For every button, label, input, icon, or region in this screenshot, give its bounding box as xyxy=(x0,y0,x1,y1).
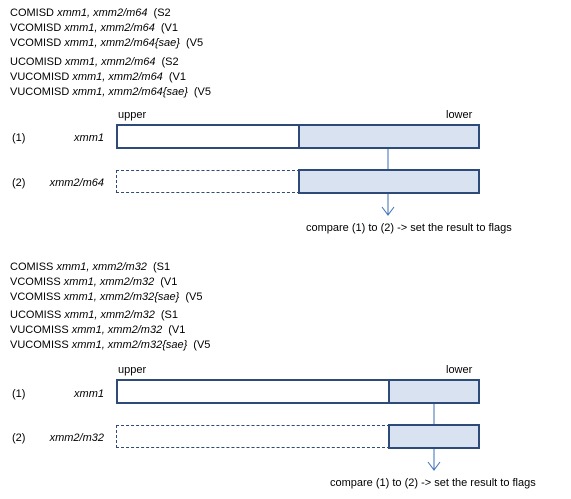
compare-caption: compare (1) to (2) -> set the result to … xyxy=(306,222,512,234)
operands: xmm1, xmm2/m32{sae} xyxy=(71,339,188,351)
row-index: (1) xyxy=(12,388,26,400)
register-lowest-element xyxy=(388,424,480,449)
mnemonic: VCOMISD xyxy=(10,37,62,49)
encoding-note: (V5 xyxy=(193,339,211,351)
encoding-note: (S2 xyxy=(153,7,171,19)
mnemonic: COMISS xyxy=(10,261,54,273)
compare-arrow xyxy=(427,404,441,471)
instruction-line: VUCOMISS xmm1, xmm2/m32 (V1 xyxy=(10,323,210,338)
encoding-note: (V1 xyxy=(168,71,186,83)
encoding-note: (V1 xyxy=(168,324,186,336)
instruction-list-single-a: COMISS xmm1, xmm2/m32 (S1 VCOMISS xmm1, x… xyxy=(10,260,202,305)
register-lower-half xyxy=(298,169,480,194)
instruction-list-single-b: UCOMISS xmm1, xmm2/m32 (S1 VUCOMISS xmm1,… xyxy=(10,308,210,353)
register-upper-part xyxy=(116,379,390,404)
operands: xmm1, xmm2/m32 xyxy=(64,309,155,321)
instruction-line: UCOMISD xmm1, xmm2/m64 (S2 xyxy=(10,55,211,70)
mnemonic: VCOMISD xyxy=(10,22,62,34)
mnemonic: VCOMISS xyxy=(10,291,61,303)
instruction-line: COMISS xmm1, xmm2/m32 (S1 xyxy=(10,260,202,275)
operands: xmm1, xmm2/m64{sae} xyxy=(64,37,180,49)
mnemonic: COMISD xyxy=(10,7,54,19)
mnemonic: UCOMISD xyxy=(10,56,62,68)
mnemonic: VUCOMISS xyxy=(10,339,69,351)
row-index: (1) xyxy=(12,132,26,144)
instruction-line: VUCOMISS xmm1, xmm2/m32{sae} (V5 xyxy=(10,338,210,353)
encoding-note: (V5 xyxy=(193,86,212,98)
instruction-line: VCOMISD xmm1, xmm2/m64{sae} (V5 xyxy=(10,36,203,51)
operands: xmm1, xmm2/m32{sae} xyxy=(63,291,180,303)
register-name: xmm2/m32 xyxy=(49,432,104,444)
row-index: (2) xyxy=(12,177,26,189)
instruction-line: UCOMISS xmm1, xmm2/m32 (S1 xyxy=(10,308,210,323)
instruction-list-double-a: COMISD xmm1, xmm2/m64 (S2 VCOMISD xmm1, x… xyxy=(10,6,203,51)
unused-upper-half xyxy=(116,170,300,193)
register-lowest-element xyxy=(388,379,480,404)
instruction-line: VCOMISD xmm1, xmm2/m64 (V1 xyxy=(10,21,203,36)
register-name: xmm2/m64 xyxy=(49,177,104,189)
register-name: xmm1 xyxy=(74,388,104,400)
register-name: xmm1 xyxy=(74,132,104,144)
upper-label: upper xyxy=(118,109,147,121)
mnemonic: VUCOMISD xyxy=(10,71,70,83)
instruction-line: VUCOMISD xmm1, xmm2/m64 (V1 xyxy=(10,70,211,85)
operands: xmm1, xmm2/m32 xyxy=(63,276,155,288)
operands: xmm1, xmm2/m64 xyxy=(65,56,156,68)
instruction-line: COMISD xmm1, xmm2/m64 (S2 xyxy=(10,6,203,21)
mnemonic: VUCOMISD xyxy=(10,86,70,98)
instruction-line: VCOMISS xmm1, xmm2/m32{sae} (V5 xyxy=(10,290,202,305)
operands: xmm1, xmm2/m32 xyxy=(56,261,147,273)
encoding-note: (V5 xyxy=(185,291,203,303)
unused-upper-part xyxy=(116,425,390,448)
mnemonic: VCOMISS xyxy=(10,276,61,288)
mnemonic: UCOMISS xyxy=(10,309,62,321)
mnemonic: VUCOMISS xyxy=(10,324,69,336)
operands: xmm1, xmm2/m32 xyxy=(71,324,163,336)
encoding-note: (V5 xyxy=(185,37,204,49)
row-index: (2) xyxy=(12,432,26,444)
compare-caption: compare (1) to (2) -> set the result to … xyxy=(330,477,536,489)
encoding-note: (S1 xyxy=(152,261,171,273)
compare-arrow xyxy=(381,149,395,216)
encoding-note: (S2 xyxy=(161,56,179,68)
lower-label: lower xyxy=(446,109,473,121)
upper-label: upper xyxy=(118,364,147,376)
encoding-note: (S1 xyxy=(160,309,178,321)
register-lower-half xyxy=(298,124,480,149)
operands: xmm1, xmm2/m64{sae} xyxy=(72,86,188,98)
instruction-list-double-b: UCOMISD xmm1, xmm2/m64 (S2 VUCOMISD xmm1,… xyxy=(10,55,211,100)
lower-label: lower xyxy=(446,364,473,376)
register-upper-half xyxy=(116,124,300,149)
instruction-line: VUCOMISD xmm1, xmm2/m64{sae} (V5 xyxy=(10,85,211,100)
instruction-line: VCOMISS xmm1, xmm2/m32 (V1 xyxy=(10,275,202,290)
operands: xmm1, xmm2/m64 xyxy=(72,71,163,83)
encoding-note: (V1 xyxy=(160,276,178,288)
operands: xmm1, xmm2/m64 xyxy=(64,22,155,34)
operands: xmm1, xmm2/m64 xyxy=(57,7,148,19)
encoding-note: (V1 xyxy=(160,22,178,34)
